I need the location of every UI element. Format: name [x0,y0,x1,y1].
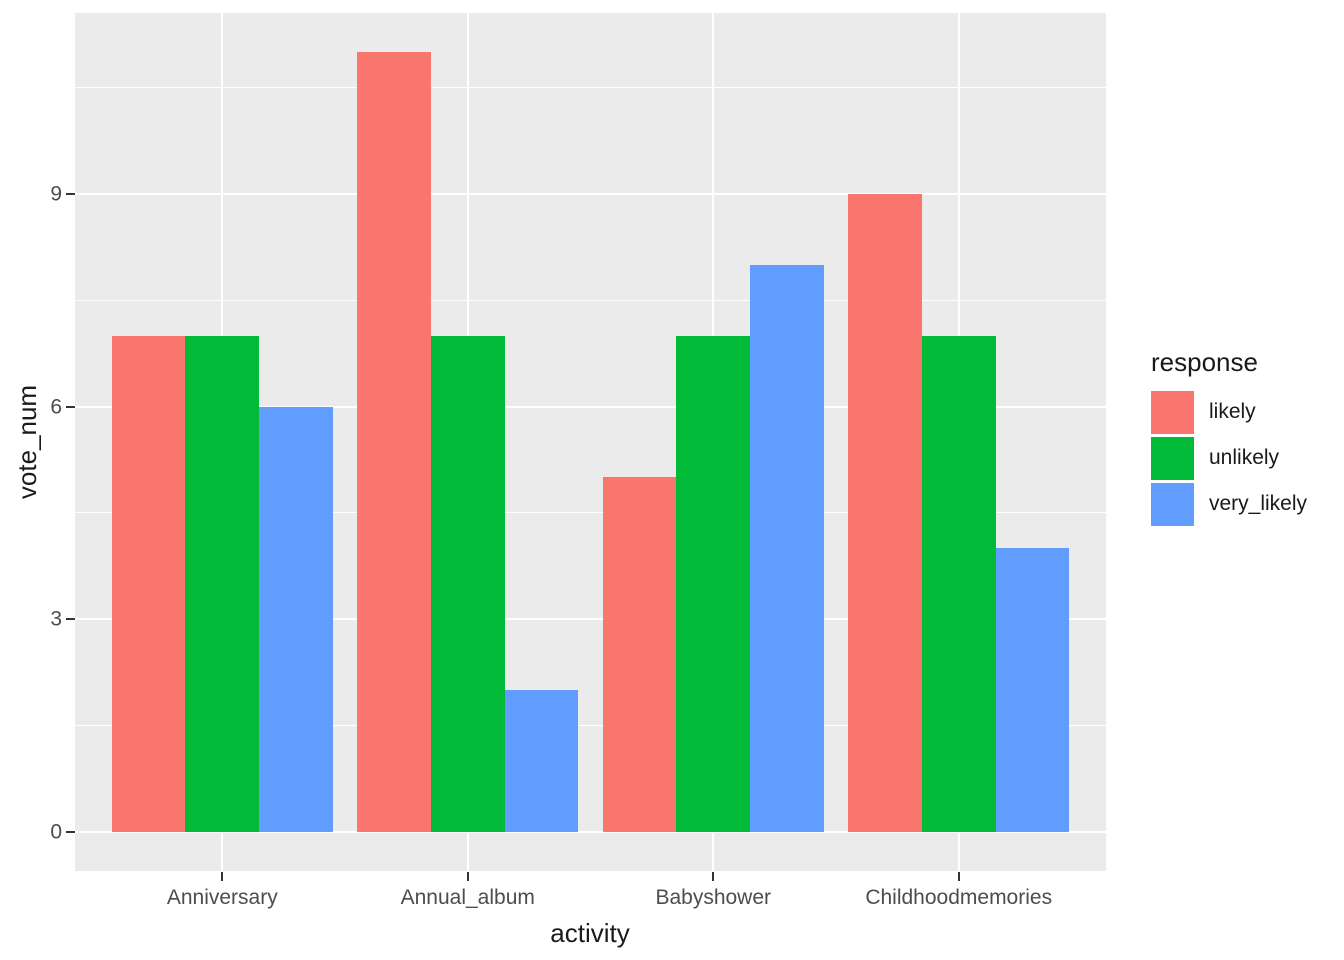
y-tick-label: 6 [50,395,62,419]
x-tick-label: Babyshower [655,886,772,909]
gridline-minor-horizontal [75,725,1106,727]
gridline-major-horizontal [75,618,1106,621]
bar-anniversary-likely [111,335,186,832]
y-tick-mark [66,192,75,195]
legend-title: response [1151,347,1258,377]
bar-anniversary-unlikely [185,335,260,832]
bar-babyshower-likely [602,477,677,832]
legend-entries: likely unlikely very_likely [1151,390,1308,526]
y-tick-mark [66,618,75,621]
bar-annual_album-unlikely [430,335,505,832]
plot-panel [75,13,1106,871]
bar-anniversary-very_likely [259,406,333,832]
x-tick-label: Anniversary [166,886,278,909]
gridline-major-horizontal [75,192,1106,195]
legend-entry-very_likely: very_likely [1151,482,1308,526]
y-tick-label: 3 [50,607,62,631]
legend-key-swatch [1151,390,1194,434]
y-axis-title: vote_num [12,384,42,500]
y-tick-mark [66,831,75,833]
legend-label: unlikely [1209,446,1280,470]
legend-label: very_likely [1209,492,1308,516]
x-axis-title: activity [550,918,630,948]
gridline-major-horizontal [75,831,1106,833]
legend-label: likely [1209,400,1256,424]
y-tick-mark [66,405,75,408]
x-tick-mark [957,872,960,881]
legend-entry-unlikely: unlikely [1151,436,1307,480]
x-tick-label: Childhoodmemories [865,886,1053,909]
bar-babyshower-unlikely [676,335,751,832]
y-tick-label: 0 [50,820,62,844]
x-tick-mark [466,872,469,881]
x-tick-label: Annual_album [400,886,535,909]
bar-annual_album-very_likely [504,690,579,832]
bar-annual_album-likely [357,52,431,832]
x-tick-mark [712,872,715,881]
x-tick-mark [221,872,224,881]
gridline-major-horizontal [75,405,1106,408]
gridline-minor-horizontal [75,512,1106,514]
bar-babyshower-very_likely [750,264,824,832]
bar-childhoodmemories-very_likely [995,548,1070,832]
legend-entry-likely: likely [1151,390,1307,434]
bar-childhoodmemories-unlikely [921,335,996,832]
bar-childhoodmemories-likely [848,193,922,832]
legend-key-swatch [1151,436,1194,480]
gridline-minor-horizontal [75,299,1106,301]
legend: response likely unlikely very_likely [1151,348,1307,529]
y-tick-label: 9 [50,182,62,206]
legend-key-swatch [1151,482,1194,526]
gridline-minor-horizontal [75,86,1106,88]
